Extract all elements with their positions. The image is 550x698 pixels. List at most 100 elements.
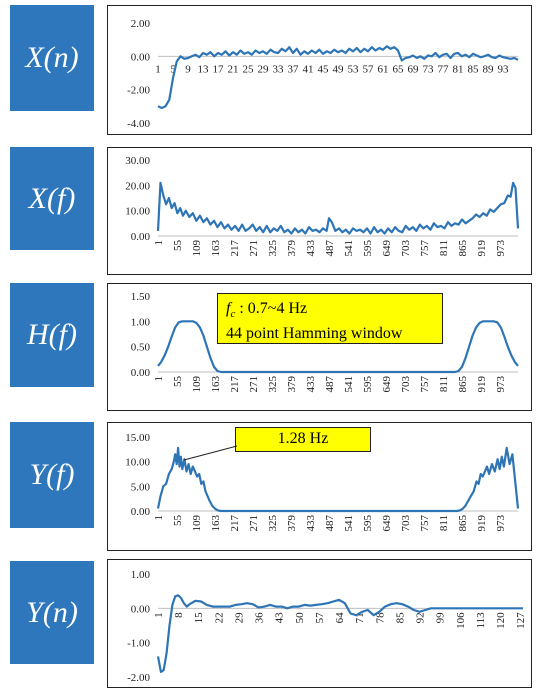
hf-annotation-subscript: c [230, 308, 235, 320]
x-tick-label: 757 [419, 240, 431, 257]
x-tick-label: 433 [305, 515, 317, 532]
label-hf: H(f) [10, 283, 94, 387]
label-xn: X(n) [10, 5, 94, 111]
x-tick-label: 53 [348, 63, 360, 75]
yf-annotation-pointer-line [183, 445, 238, 461]
x-tick-label: 127 [515, 612, 527, 629]
x-tick-label: 325 [267, 376, 279, 393]
chart-yn-panel: 1.00 0.00 -1.00 -2.00 1 8 15 22 29 36 43 50 57 64 71 78… [107, 559, 532, 688]
x-tick-label: 919 [476, 376, 488, 393]
y-tick-label: 1.00 [131, 569, 151, 581]
x-tick-label: 1 [153, 515, 165, 521]
x-tick-label: 163 [210, 240, 222, 257]
x-tick-label: 25 [243, 63, 255, 75]
x-tick-label: 41 [303, 63, 314, 75]
x-tick-label: 50 [294, 612, 306, 624]
x-tick-label: 61 [378, 63, 389, 75]
x-tick-label: 271 [248, 515, 260, 532]
x-tick-label: 92 [415, 612, 427, 623]
x-tick-label: 1 [153, 376, 165, 382]
x-tick-label: 37 [288, 63, 300, 75]
series-line [157, 320, 519, 374]
hf-annotation-subscript-text: c [230, 308, 236, 321]
x-tick-label: 85 [468, 63, 480, 75]
chart-yf: 15.00 10.00 5.00 0.00 1 55 109 163 217 271 325 379 4… [125, 432, 520, 532]
x-tick-label: 64 [334, 612, 346, 624]
x-tick-label: 15 [193, 612, 205, 624]
y-tick-label: 2.00 [131, 18, 151, 30]
x-tick-label: 217 [229, 376, 241, 393]
x-tick-label: 21 [228, 63, 239, 75]
x-tick-label: 433 [305, 376, 317, 393]
x-tick-label: 93 [498, 63, 510, 75]
x-tick-label: 120 [495, 612, 507, 629]
chart-hf: 1.50 1.00 0.50 0.00 1 55 109 163 217 271 325 379 433… [131, 291, 519, 393]
label-hf-text: H(f) [27, 318, 77, 351]
x-tick-label: 595 [362, 240, 374, 257]
x-tick-label: 49 [333, 63, 345, 75]
x-tick-label: 163 [210, 515, 222, 532]
x-tick-label: 703 [400, 240, 412, 257]
x-tick-label: 36 [254, 612, 266, 624]
x-tick-label: 217 [229, 515, 241, 532]
yf-annotation-callout: 1.28 Hz [235, 427, 371, 452]
x-tick-label: 77 [438, 63, 450, 75]
yf-annotation-text: 1.28 Hz [277, 430, 329, 447]
label-xn-text: X(n) [25, 41, 79, 74]
x-tick-label: 919 [476, 240, 488, 257]
x-tick-label: 65 [393, 63, 405, 75]
x-tick-label: 217 [229, 240, 241, 257]
y-tick-label: 10.00 [125, 206, 150, 218]
x-tick-label: 973 [495, 515, 507, 532]
y-tick-label: 0.00 [131, 506, 151, 518]
x-tick-label: 73 [423, 63, 435, 75]
y-tick-label: 1.50 [131, 291, 151, 303]
x-tick-label: 271 [248, 376, 260, 393]
y-tick-label: 0.00 [131, 51, 151, 63]
x-tick-label: 113 [475, 612, 487, 629]
x-tick-label: 595 [362, 515, 374, 532]
x-tick-label: 865 [457, 376, 469, 393]
hf-annotation-symbol: f [226, 300, 231, 317]
x-tick-label: 57 [363, 63, 375, 75]
x-tick-label: 29 [233, 612, 245, 624]
y-tick-label: 0.00 [131, 367, 151, 379]
x-tick-label: 595 [362, 376, 374, 393]
y-tick-label: 30.00 [125, 155, 150, 167]
x-tick-label: 541 [343, 376, 355, 393]
x-tick-label: 9 [185, 63, 191, 75]
x-tick-label: 1 [153, 240, 165, 246]
chart-xf: 30.00 20.00 10.00 0.00 1 55 109 163 217 271 325 379… [125, 155, 520, 257]
x-tick-label: 99 [435, 612, 447, 624]
chart-xn: 2.00 0.00 -2.00 -4.00 1 5 9 13 17 21 25 29 33 37 41 45 4… [127, 18, 519, 130]
hf-annotation-line2: 44 point Hamming window [226, 325, 403, 343]
label-yn-text: Y(n) [26, 595, 78, 629]
x-tick-label: 379 [286, 240, 298, 257]
chart-yn: 1.00 0.00 -1.00 -2.00 1 8 15 22 29 36 43 50 57 64 71 78… [127, 569, 527, 684]
label-yf-text: Y(f) [29, 458, 75, 491]
x-tick-label: 487 [324, 376, 336, 393]
x-tick-label: 703 [400, 515, 412, 532]
x-tick-label: 163 [210, 376, 222, 393]
x-tick-label: 811 [438, 515, 450, 531]
x-tick-label: 5 [170, 63, 176, 75]
x-tick-label: 271 [248, 240, 260, 257]
x-tick-label: 8 [173, 612, 185, 618]
x-tick-label: 649 [381, 376, 393, 393]
x-tick-label: 1 [153, 612, 165, 618]
x-tick-label: 811 [438, 240, 450, 256]
x-tick-label: 29 [258, 63, 270, 75]
x-tick-label: 325 [267, 515, 279, 532]
y-tick-label: 5.00 [131, 481, 151, 493]
x-tick-label: 55 [172, 240, 184, 252]
label-yf: Y(f) [10, 422, 94, 528]
x-tick-label: 973 [495, 240, 507, 257]
x-tick-label: 379 [286, 376, 298, 393]
y-tick-label: 0.00 [131, 231, 151, 243]
x-tick-label: 71 [354, 612, 366, 623]
x-tick-label: 919 [476, 515, 488, 532]
x-tick-label: 973 [495, 376, 507, 393]
x-tick-label: 541 [343, 515, 355, 532]
y-tick-label: -2.00 [127, 672, 150, 684]
label-yn: Y(n) [10, 561, 94, 664]
